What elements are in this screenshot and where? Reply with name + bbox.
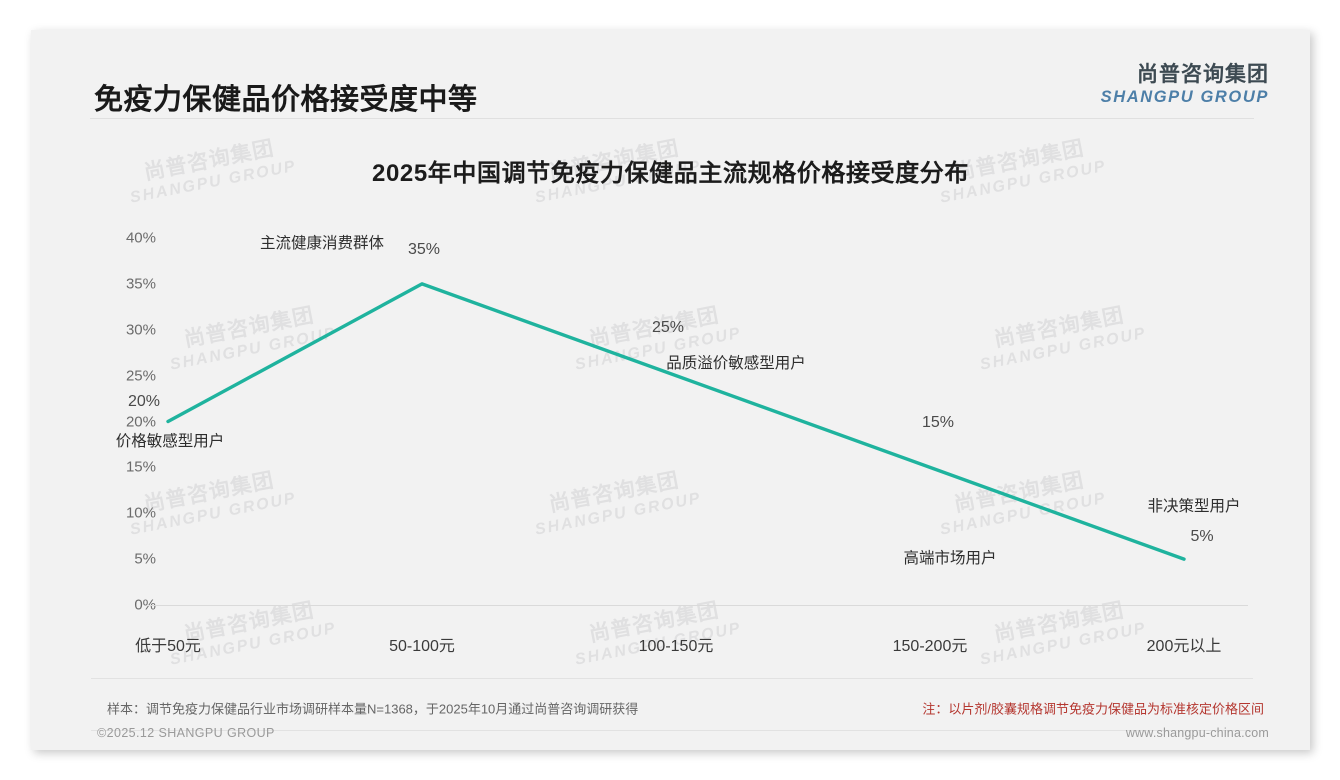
website-link[interactable]: www.shangpu-china.com bbox=[1125, 726, 1269, 740]
brand-logo: 尚普咨询集团 SHANGPU GROUP bbox=[1101, 62, 1269, 106]
y-axis-tick: 5% bbox=[134, 550, 156, 568]
header-divider bbox=[90, 118, 1254, 119]
y-axis-tick: 10% bbox=[125, 504, 156, 522]
y-axis-tick: 15% bbox=[125, 458, 156, 476]
y-axis-tick: 20% bbox=[125, 413, 156, 430]
y-axis-tick: 25% bbox=[125, 367, 156, 385]
series-annotation: 非决策型用户 bbox=[1147, 498, 1241, 516]
data-label: 5% bbox=[1190, 528, 1214, 546]
data-label: 35% bbox=[407, 240, 441, 258]
data-label: 15% bbox=[921, 414, 955, 432]
series-annotation: 品质溢价敏感型用户 bbox=[666, 354, 806, 372]
line-series bbox=[166, 282, 1186, 561]
chart-title: 2025年中国调节免疫力保健品主流规格价格接受度分布 bbox=[372, 160, 969, 187]
slide-header: 免疫力保健品价格接受度中等 尚普咨询集团 SHANGPU GROUP bbox=[31, 30, 1310, 122]
x-axis-tick: 150-200元 bbox=[892, 638, 968, 655]
page-title: 免疫力保健品价格接受度中等 bbox=[94, 84, 478, 116]
x-axis-line bbox=[148, 605, 1248, 606]
y-axis-tick: 40% bbox=[125, 229, 156, 247]
x-axis-tick: 50-100元 bbox=[389, 638, 455, 655]
x-axis-labels: 低于50元 50-100元 100-150元 150-200元 200元以上 bbox=[76, 620, 1266, 660]
brand-name-en: SHANGPU GROUP bbox=[1100, 87, 1269, 106]
chart-plot-area: 0% 5% 10% 15% 20% 25% 30% 35% 40% 20% 35% 25% 15% 5%… bbox=[76, 230, 1266, 660]
series-annotation: 价格敏感型用户 bbox=[115, 432, 225, 450]
sample-note: 样本：调节免疫力保健品行业市场调研样本量N=1368，于2025年10月通过尚普… bbox=[107, 701, 639, 717]
x-axis-tick: 低于50元 bbox=[135, 638, 201, 655]
series-annotation: 主流健康消费群体 bbox=[259, 234, 385, 252]
y-axis-tick: 30% bbox=[125, 321, 156, 339]
copyright-text: ©2025.12 SHANGPU GROUP bbox=[97, 726, 275, 740]
data-label: 25% bbox=[651, 318, 685, 336]
footnote-divider-top bbox=[91, 678, 1253, 679]
y-axis-labels: 0% 5% 10% 15% 20% 25% 30% 35% 40% bbox=[76, 230, 156, 660]
series-annotation: 高端市场用户 bbox=[903, 550, 997, 568]
slide-card: 免疫力保健品价格接受度中等 尚普咨询集团 SHANGPU GROUP 尚普咨询集… bbox=[31, 30, 1310, 750]
data-label: 20% bbox=[127, 392, 161, 410]
y-axis-tick: 35% bbox=[125, 275, 156, 293]
y-axis-tick: 0% bbox=[134, 596, 156, 614]
x-axis-tick: 100-150元 bbox=[638, 638, 714, 655]
x-axis-tick: 200元以上 bbox=[1146, 638, 1222, 655]
footnote-divider-bottom bbox=[91, 730, 1253, 731]
brand-name-cn: 尚普咨询集团 bbox=[1137, 63, 1269, 86]
methodology-note: 注：以片剂/胶囊规格调节免疫力保健品为标准核定价格区间 bbox=[922, 701, 1264, 717]
